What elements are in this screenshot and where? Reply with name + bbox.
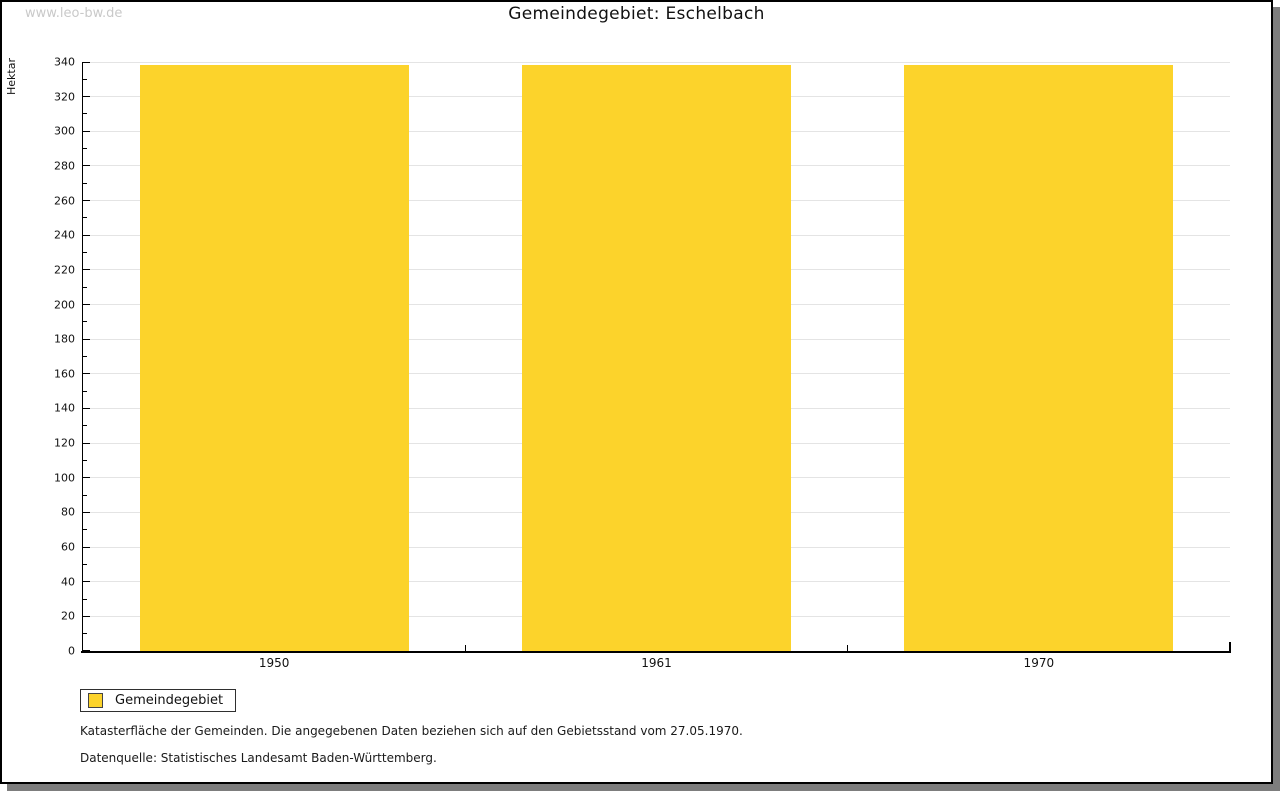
legend: Gemeindegebiet [80,689,237,712]
y-minor-tick [83,598,87,600]
y-tick-label: 220 [54,263,75,277]
y-major-tick [83,546,90,548]
footnote-datenquelle: Datenquelle: Statistisches Landesamt Bad… [80,751,437,765]
y-major-tick [83,200,90,202]
y-minor-tick [83,286,87,288]
y-minor-tick [83,563,87,565]
y-minor-tick [83,633,87,635]
y-major-tick [83,338,90,340]
y-major-tick [83,442,90,444]
y-axis-line [82,62,83,651]
x-axis-end-tick [1229,642,1231,651]
y-major-tick [83,130,90,132]
x-boundary-tick [847,645,849,651]
y-major-tick [83,165,90,167]
y-minor-tick [83,459,87,461]
bar-1961 [522,65,791,651]
y-tick-label: 340 [54,55,75,69]
y-major-tick [83,96,90,98]
x-tick-label-1950: 1950 [258,656,290,670]
legend-swatch-icon [88,693,103,708]
plot-area: 0 20 40 60 80 100 120 140 160 180 200 220 240 260 280 3… [54,56,1231,670]
y-tick-label: 80 [61,505,75,519]
y-tick-label: 200 [54,298,75,312]
y-minor-tick [83,78,87,80]
y-tick-label: 0 [68,644,75,658]
footnote-gebietsstand: Katasterfläche der Gemeinden. Die angege… [80,724,743,738]
y-tick-label: 160 [54,367,75,381]
y-major-tick [83,407,90,409]
y-major-tick [83,581,90,583]
y-major-tick [83,511,90,513]
y-tick-label: 60 [61,540,75,554]
y-minor-tick [83,148,87,150]
x-boundary-tick [464,645,466,651]
y-minor-tick [83,529,87,531]
y-minor-tick [83,494,87,496]
y-tick-label: 180 [54,332,75,346]
y-minor-tick [83,356,87,357]
y-tick-label: 120 [54,436,75,450]
y-tick-label: 320 [54,90,75,104]
y-major-tick [83,373,90,375]
y-minor-tick [83,321,87,323]
y-major-tick [83,61,90,63]
y-tick-label: 260 [54,194,75,208]
gridline [83,61,1230,63]
y-minor-tick [83,182,87,184]
y-major-tick [83,650,90,651]
y-minor-tick [83,113,87,115]
y-minor-tick [83,425,87,427]
y-tick-label: 300 [54,124,75,138]
y-tick-label: 280 [54,159,75,173]
y-tick-label: 40 [61,575,75,589]
y-major-tick [83,477,90,479]
bar-1950 [139,65,409,651]
x-tick-label-1961: 1961 [641,656,672,670]
y-tick-label: 240 [54,228,75,242]
x-axis-line [81,651,1231,653]
y-tick-label: 20 [61,609,75,623]
bar-1970 [904,65,1174,651]
chart-title: Gemeindegebiet: Eschelbach [508,4,765,24]
y-tick-label: 140 [54,401,75,415]
y-major-tick [83,615,90,617]
y-minor-tick [83,217,87,219]
watermark: www.leo-bw.de [25,6,123,21]
y-minor-tick [83,252,87,254]
y-major-tick [83,269,90,271]
x-tick-label-1970: 1970 [1023,656,1055,670]
y-major-tick [83,234,90,236]
y-axis-title: Hektar [5,58,18,95]
legend-label: Gemeindegebiet [115,693,224,708]
y-minor-tick [83,390,87,392]
y-tick-label: 100 [54,471,75,485]
y-major-tick [83,304,90,306]
